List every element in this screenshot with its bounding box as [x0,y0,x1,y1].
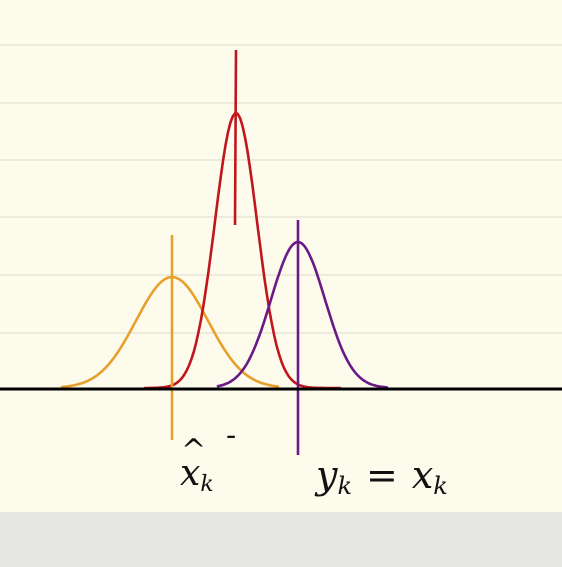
label-text: yk = xk [314,453,448,500]
paper [0,0,562,512]
sup: - [226,418,236,453]
label-text: xk [180,453,214,497]
prediction-label: xk ^ - [180,418,236,497]
margin [0,512,562,567]
posterior-curve [143,111,342,390]
op: = [366,453,398,497]
lhs-sub: k [337,472,352,500]
measurement-curve [216,240,389,389]
sub: k [200,472,213,497]
measurement-label: yk = xk [314,453,448,500]
ruled-lines [0,44,562,334]
rhs-sub: k [433,472,448,500]
curves [60,111,389,390]
rhs-base: x [412,453,433,497]
posterior-mean-line [233,49,238,226]
accent: ^ [181,433,206,468]
lhs-base: y [314,453,338,497]
base: x [180,453,200,494]
